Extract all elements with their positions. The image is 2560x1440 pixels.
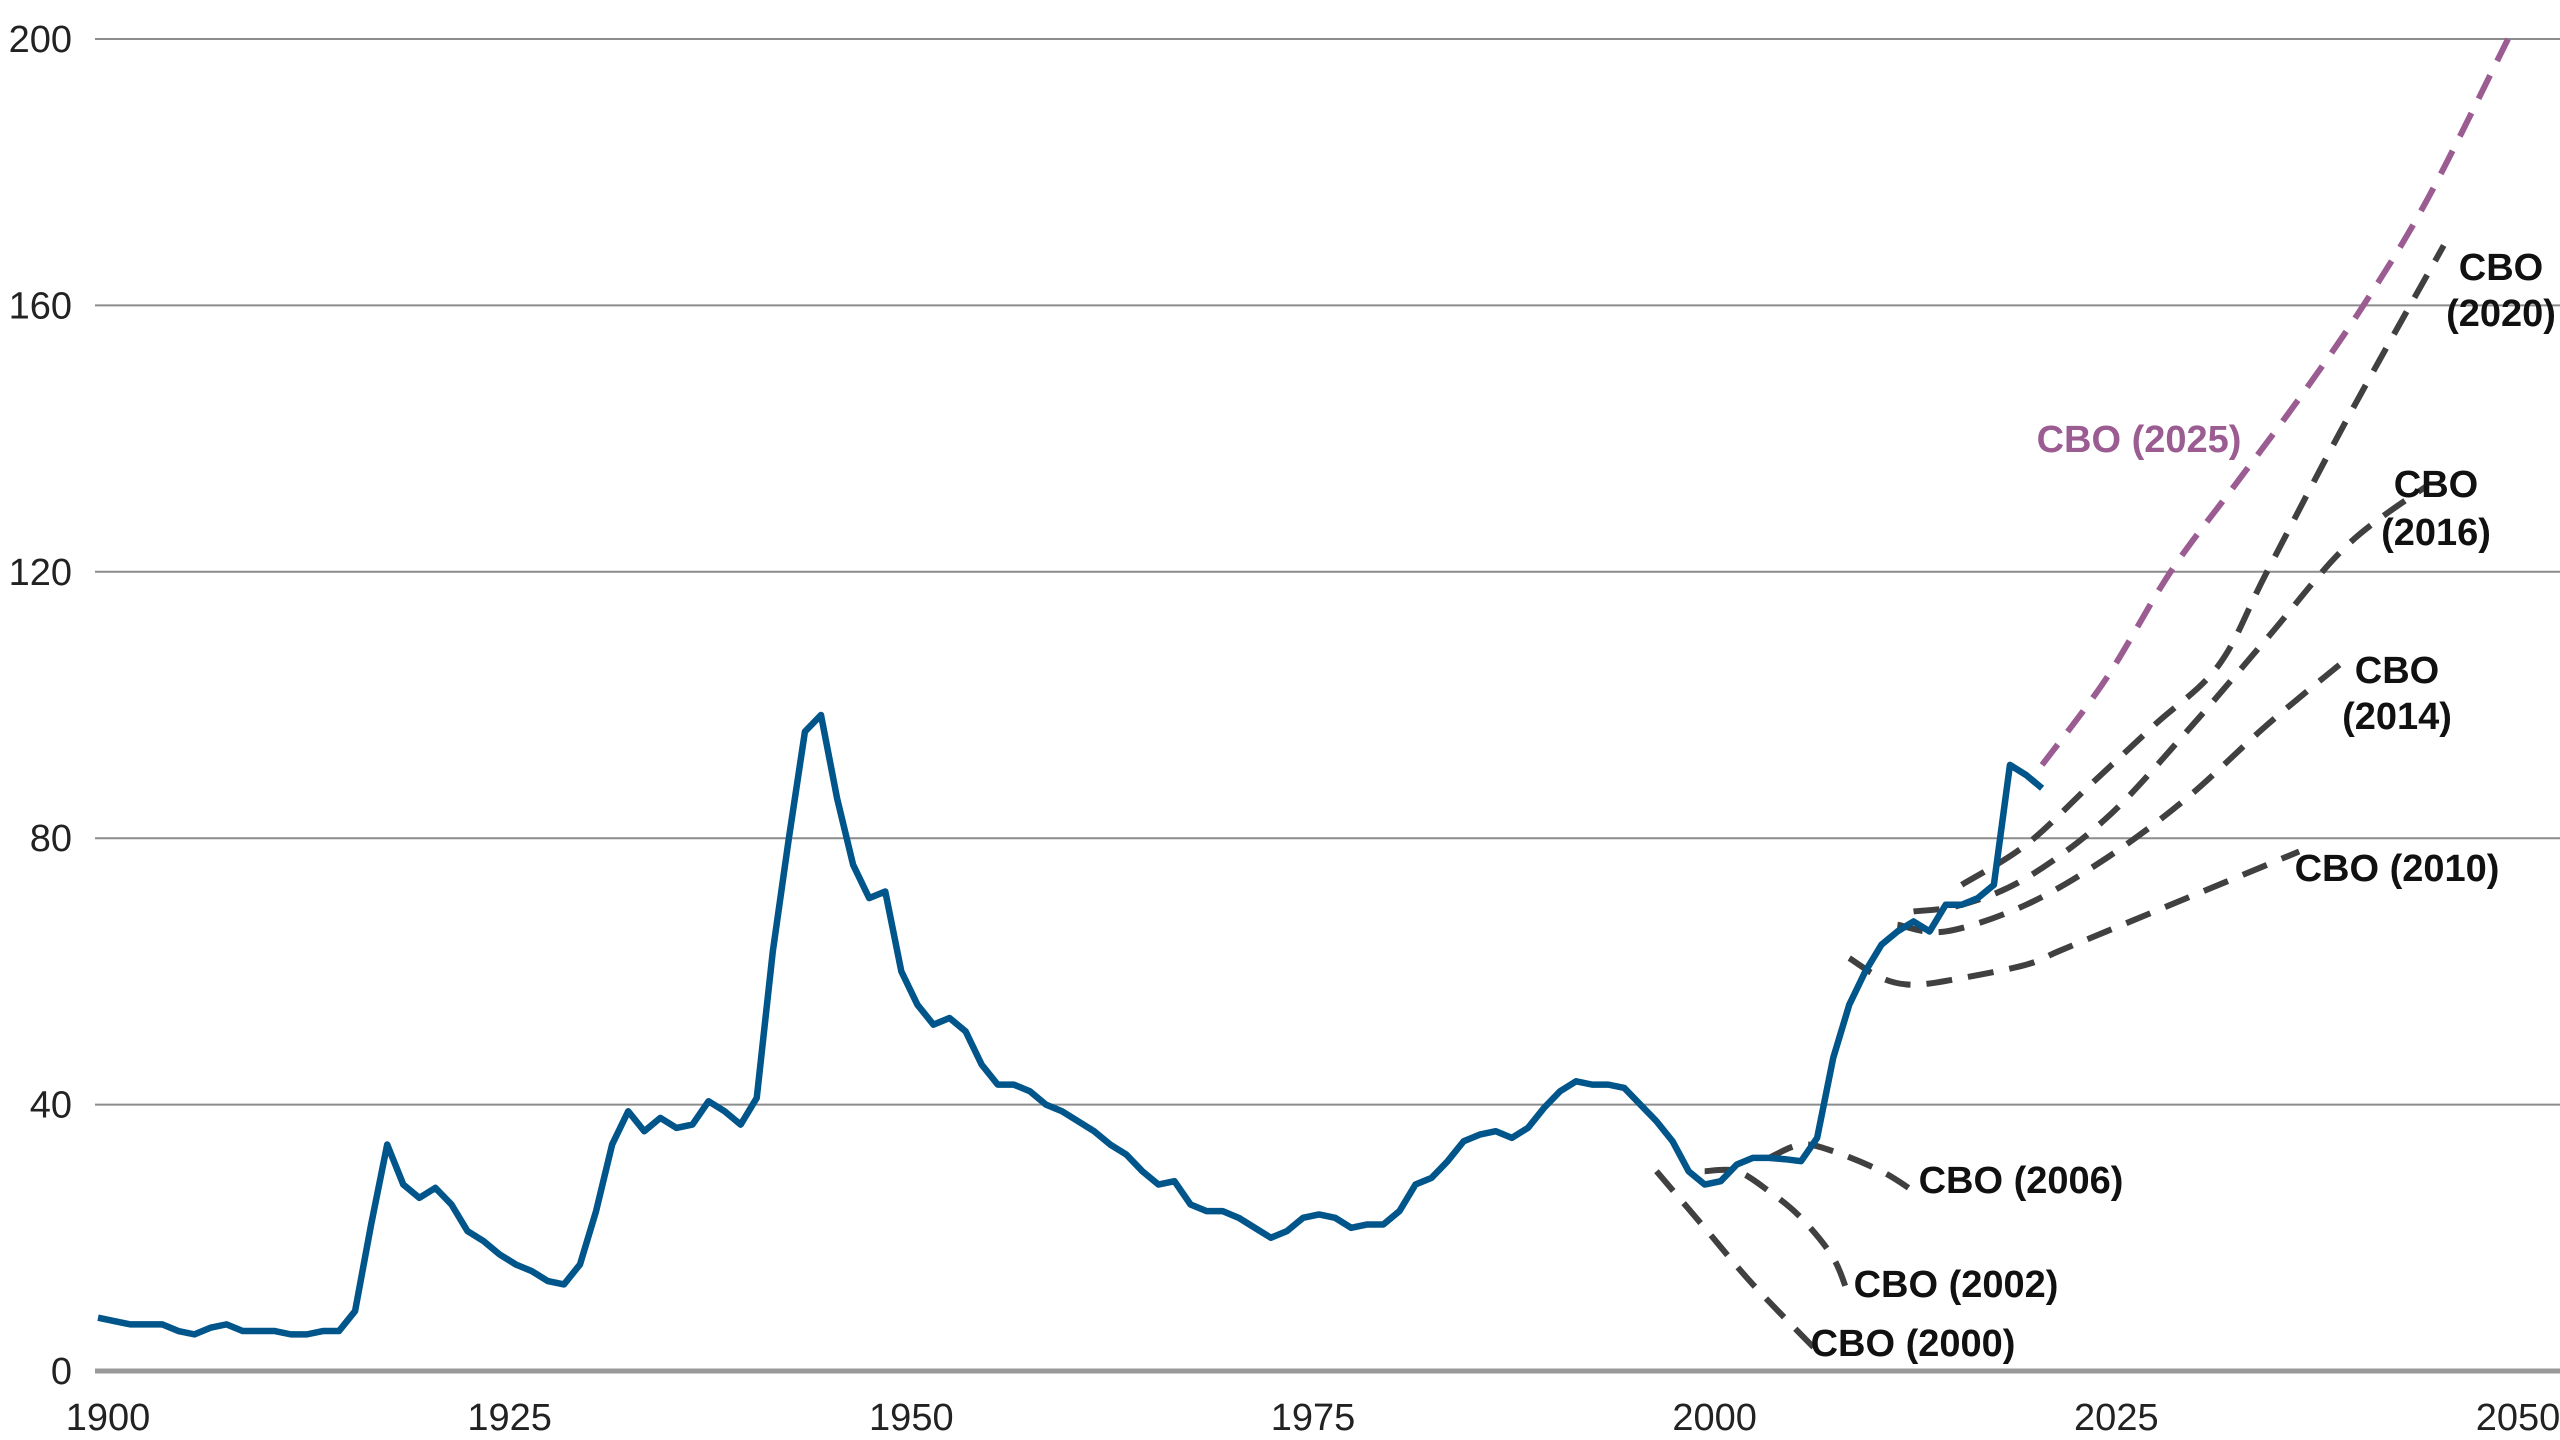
label-cbo-2006: CBO (2006) — [1919, 1160, 2124, 1202]
y-tick-label: 0 — [51, 1351, 72, 1393]
label-cbo-2025: CBO (2025) — [2037, 419, 2242, 461]
projection-line-cbo-2016 — [1913, 482, 2430, 915]
projection-line-cbo-2020 — [1960, 244, 2447, 888]
projection-line-cbo-2010 — [1847, 848, 2301, 988]
projection-line-cbo-2002 — [1704, 1166, 1853, 1299]
label-cbo-2020: CBO — [2459, 247, 2543, 289]
projection-line-cbo-2006 — [1767, 1141, 1916, 1194]
label-cbo-2020-year: (2020) — [2446, 293, 2556, 335]
projection-line-cbo-2000 — [1654, 1169, 1820, 1354]
x-tick-label: 2025 — [2074, 1397, 2159, 1439]
label-cbo-2002: CBO (2002) — [1854, 1264, 2059, 1306]
series-labels: CBO (2025) CBO (2020) CBO (2016) CBO (20… — [1811, 247, 2556, 1365]
label-cbo-2010: CBO (2010) — [2295, 848, 2500, 890]
y-tick-label: 200 — [9, 19, 72, 61]
x-tick-label: 2000 — [1672, 1397, 1757, 1439]
projection-line-cbo-2014 — [1896, 656, 2350, 936]
label-cbo-2014-year: (2014) — [2342, 696, 2452, 738]
projection-line-cbo-2025 — [2039, 37, 2511, 767]
y-tick-label: 160 — [9, 285, 72, 327]
x-axis-ticks: 1900 1925 1950 1975 2000 2025 2050 — [66, 1397, 2560, 1439]
x-tick-label: 1950 — [869, 1397, 954, 1439]
historical-debt-line — [97, 711, 2045, 1338]
x-tick-label: 1925 — [467, 1397, 552, 1439]
y-tick-label: 40 — [30, 1085, 72, 1127]
series-lines — [97, 37, 2511, 1354]
y-axis-ticks: 0 40 80 120 160 200 — [9, 19, 72, 1393]
y-tick-label: 80 — [30, 818, 72, 860]
x-tick-label: 1900 — [66, 1397, 151, 1439]
label-cbo-2016-year: (2016) — [2381, 512, 2491, 554]
y-tick-label: 120 — [9, 552, 72, 594]
label-cbo-2016: CBO — [2394, 464, 2478, 506]
label-cbo-2000: CBO (2000) — [1811, 1323, 2016, 1365]
x-tick-label: 1975 — [1271, 1397, 1356, 1439]
gridlines — [95, 38, 2560, 1374]
x-tick-label: 2050 — [2476, 1397, 2560, 1439]
label-cbo-2014: CBO — [2355, 650, 2439, 692]
